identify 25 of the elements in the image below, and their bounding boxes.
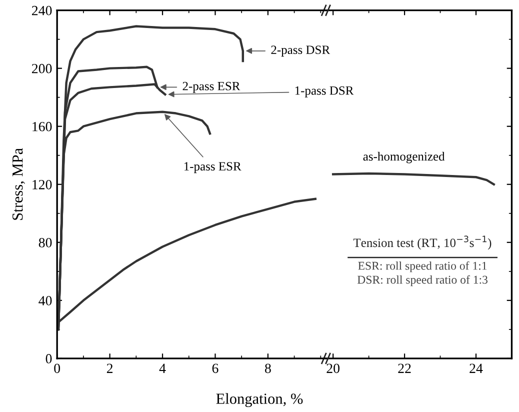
y-axis-title: Stress, MPa	[12, 148, 25, 220]
y-tick-label: 80	[38, 238, 52, 248]
x-tick-label: 4	[159, 364, 166, 373]
series-label: as-homogenized	[363, 152, 445, 164]
text: 2-pass ESR	[182, 82, 240, 93]
x-axis-title: Elongation, %	[216, 393, 303, 408]
x-tick-label: 2	[106, 364, 113, 373]
y-tick-label: 240	[32, 6, 52, 16]
x-tick-label: 8	[265, 364, 271, 374]
x-tick-label: 22	[398, 364, 411, 373]
text: 2-pass DSR	[271, 46, 330, 57]
y-tick-label: 160	[32, 122, 52, 132]
y-tick-label: 40	[38, 296, 52, 306]
x-tick-label: 0	[54, 364, 60, 374]
y-tick-label: 200	[32, 64, 52, 74]
annotation: DSR: roll speed ratio of 1:3	[357, 275, 488, 286]
x-tick-label: 24	[470, 364, 483, 373]
y-tick-label: 120	[32, 180, 52, 190]
y-tick-label: 0	[46, 354, 52, 364]
text: 1-pass DSR	[295, 86, 354, 98]
x-tick-label: 6	[212, 364, 218, 374]
annotation: ESR: roll speed ratio of 1:1	[358, 261, 487, 272]
annotation: Tension test (RT, 10$^{−3}$s$^{−1}$)	[353, 236, 492, 250]
text: 1-pass ESR	[184, 162, 242, 174]
x-tick-label: 20	[326, 364, 340, 374]
